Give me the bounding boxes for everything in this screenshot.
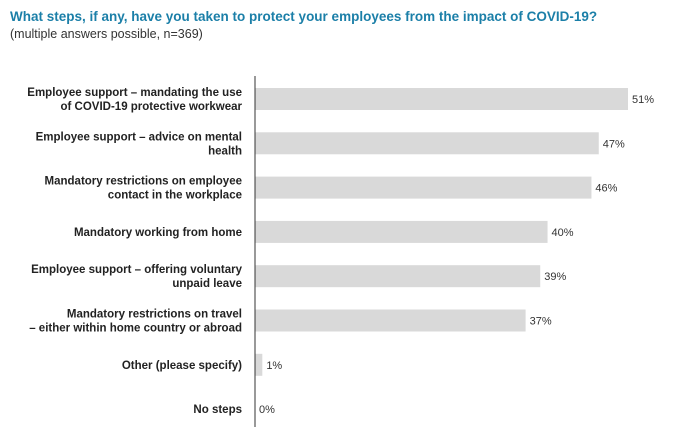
category-label: Mandatory working from home <box>74 227 242 239</box>
bar <box>255 265 541 288</box>
category-label: Employee support – advice on mental healt… <box>36 131 242 157</box>
bar <box>255 88 628 110</box>
value-label: 47% <box>603 138 625 150</box>
value-label: 40% <box>552 227 574 239</box>
value-label: 51% <box>632 94 654 106</box>
category-label: Employee support – mandating the use of C… <box>27 87 242 113</box>
value-label: 1% <box>266 360 282 372</box>
category-label: No steps <box>193 404 242 416</box>
chart-title: What steps, if any, have you taken to pr… <box>10 9 598 24</box>
category-label: Mandatory restrictions on travel – either… <box>29 309 242 335</box>
value-label: 0% <box>259 404 275 416</box>
value-label: 39% <box>544 271 566 283</box>
bar <box>255 309 526 332</box>
bar <box>255 353 263 376</box>
category-label: Mandatory restrictions on employee contac… <box>45 176 242 202</box>
bar <box>255 176 592 199</box>
category-label: Other (please specify) <box>122 360 242 372</box>
chart-subtitle: (multiple answers possible, n=369) <box>10 27 203 41</box>
bar <box>255 220 548 243</box>
category-label: Employee support – offering voluntary unp… <box>31 264 242 290</box>
bar <box>255 132 599 155</box>
value-label: 37% <box>530 316 552 328</box>
value-label: 46% <box>595 183 617 195</box>
